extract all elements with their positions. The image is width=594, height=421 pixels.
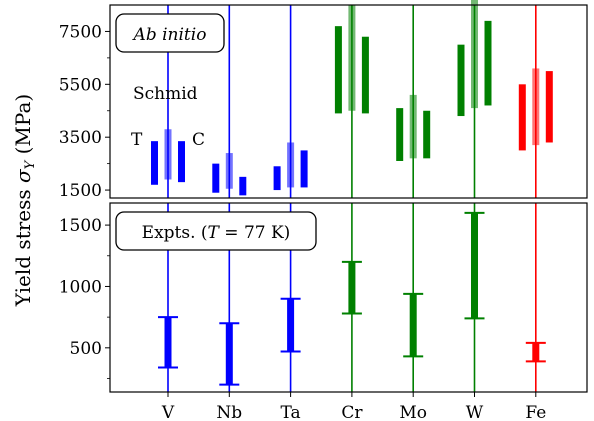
ab-initio-bar-T-V [151,141,158,185]
xtick-label-Nb: Nb [216,403,242,421]
xtick-label-V: V [161,403,175,421]
ab-initio-bar-C-Fe [545,71,553,143]
y-axis-label: Yield stress σY (MPa) [11,94,38,307]
ab-initio-bar-schmid-Fe [532,68,540,146]
ab-initio-ytick-label-3500: 3500 [59,128,102,148]
ab-initio-ytick-label-5500: 5500 [59,75,102,95]
ab-initio-bar-C-Mo [423,110,431,159]
ab-initio-bar-T-Cr [334,26,342,114]
y-axis-label-unit: (MPa) [11,94,35,161]
experiments-label-text: Expts. (T = 77 K) [142,223,291,243]
expt-bar-Ta [287,298,295,352]
c-annotation: C [192,130,205,150]
expt-bar-W [471,212,478,319]
ab-initio-bar-T-Mo [396,108,404,161]
xtick-label-Ta: Ta [281,403,301,421]
ab-initio-bar-T-Nb [212,163,220,193]
xtick-label-Mo: Mo [399,403,427,421]
ab-initio-bar-T-W [457,44,465,117]
ab-initio-bar-schmid-W [471,0,478,109]
experiments-label-t: T [208,223,221,243]
y-axis-label-sub: Y [23,159,38,169]
experiments-label-pre: Expts. ( [142,223,208,243]
y-axis-label-main: Yield stress [11,183,35,307]
ab-initio-bar-T-Ta [273,166,281,191]
ab-initio-bar-T-Fe [518,84,526,151]
expt-ytick-label-1500: 1500 [59,216,102,236]
expt-bar-Nb [225,323,233,385]
expt-bar-V [164,317,172,368]
schmid-annotation: Schmid [133,84,198,104]
expt-bar-Mo [409,293,417,357]
ab-initio-bar-schmid-V [164,129,172,180]
ab-initio-bar-C-V [178,141,185,183]
ab-initio-label-text: Ab initio [132,25,207,45]
ab-initio-bar-C-Cr [361,36,369,114]
ab-initio-label-box: Ab initio [115,13,225,53]
ab-initio-bar-C-Ta [300,150,308,188]
ab-initio-bar-schmid-Mo [409,94,417,159]
ab-initio-bar-C-W [484,20,492,106]
ab-initio-bar-schmid-Cr [348,5,356,111]
ab-initio-ytick-label-7500: 7500 [59,22,102,42]
xtick-label-W: W [466,403,484,421]
expt-ytick-label-500: 500 [70,339,102,359]
expt-bar-Cr [348,261,356,314]
ab-initio-frame [109,4,588,199]
ab-initio-ytick-label-1500: 1500 [59,181,102,201]
xtick-label-Cr: Cr [341,403,363,421]
ab-initio-panel: 1500 3500 5500 7500 [59,0,588,201]
experiments-panel: 500 1000 1500 V Nb Ta Cr Mo W Fe [59,202,588,421]
y-axis-label-sigma: σ [11,168,35,183]
experiments-label-post: = 77 K) [219,223,290,243]
ab-initio-bar-schmid-Ta [287,142,295,188]
experiments-label-box: Expts. (T = 77 K) [115,211,317,251]
ab-initio-bar-schmid-Nb [225,153,233,189]
ab-initio-bar-C-Nb [239,176,247,196]
experiments-frame [109,202,588,393]
t-annotation: T [131,130,143,150]
expt-bar-Fe [532,342,540,362]
xtick-label-Fe: Fe [525,403,546,421]
expt-ytick-label-1000: 1000 [59,277,102,297]
